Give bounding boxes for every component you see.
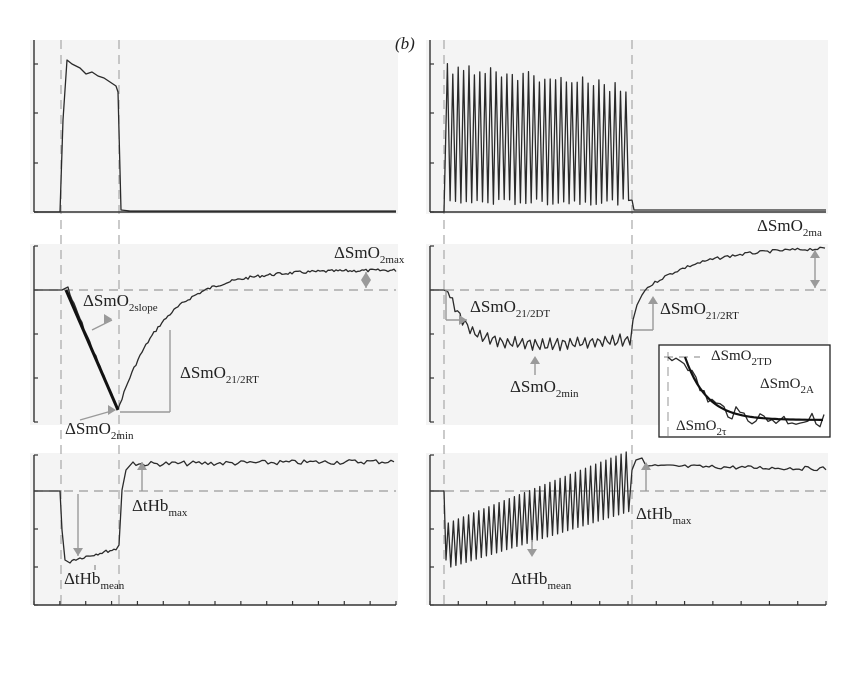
arrow-lm-min bbox=[108, 405, 116, 415]
arrow-lb-mean bbox=[73, 548, 83, 556]
label-right-thbmax: ΔtHbmax bbox=[636, 504, 692, 527]
trace-left-mid bbox=[34, 268, 397, 410]
trace-left-bot bbox=[34, 459, 395, 564]
panel-gap-left-2 bbox=[30, 425, 398, 453]
label-inset-smo2tau: ΔSmO2τ bbox=[676, 418, 727, 438]
trace-right-top bbox=[430, 62, 826, 213]
label-right-smo2max: ΔSmO2ma bbox=[757, 216, 822, 239]
label-left-smo2min: ΔSmO2min bbox=[65, 419, 134, 442]
panel-bg-left bbox=[30, 40, 398, 605]
label-right-smo2rt: ΔSmO21/2RT bbox=[660, 299, 739, 322]
arrow-lm-slope bbox=[104, 314, 112, 324]
trace-left-top bbox=[34, 59, 396, 213]
label-left-thbmax: ΔtHbmax bbox=[132, 496, 188, 519]
arrow-rb-mean bbox=[527, 549, 537, 557]
label-right-thbmean: ΔtHbmean bbox=[511, 569, 572, 592]
label-inset-smo2a: ΔSmO2A bbox=[760, 376, 814, 396]
arrow-rm-rt bbox=[648, 296, 658, 304]
arrow-rb-max bbox=[641, 462, 651, 470]
arrow-rm-max-up bbox=[810, 250, 820, 258]
arrow-lb-max bbox=[137, 462, 147, 470]
label-left-smo2rt: ΔSmO21/2RT bbox=[180, 363, 259, 386]
label-right-smo2dt: ΔSmO21/2DT bbox=[470, 297, 550, 320]
trace-right-bot bbox=[430, 451, 827, 568]
panel-label-b: (b) bbox=[395, 34, 415, 53]
label-inset-smo2td: ΔSmO2TD bbox=[711, 348, 772, 368]
arrow-rm-max-down bbox=[810, 280, 820, 288]
panel-gap-left-1 bbox=[30, 214, 398, 244]
label-left-thbmean: ΔtHbmean bbox=[64, 569, 125, 592]
marker-lm-slope bbox=[91, 319, 113, 331]
slope-line-left-mid bbox=[64, 289, 120, 411]
label-left-smo2max: ΔSmO2max bbox=[334, 243, 405, 266]
inset-box bbox=[658, 344, 831, 438]
arrow-rm-min bbox=[530, 356, 540, 364]
label-left-smo2slope: ΔSmO2slope bbox=[83, 291, 158, 314]
panel-gap-right-1 bbox=[426, 214, 828, 244]
arrow-rm-dt bbox=[459, 315, 467, 325]
arrow-lm-max-up bbox=[361, 272, 371, 280]
trace-right-mid bbox=[430, 246, 826, 352]
fit-curve-inset bbox=[683, 356, 823, 421]
label-right-smo2min: ΔSmO2min bbox=[510, 377, 579, 400]
arrow-lm-max-down bbox=[361, 280, 371, 288]
